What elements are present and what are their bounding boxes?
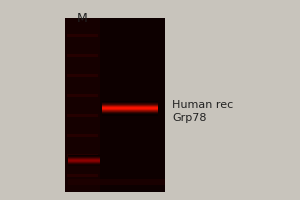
Bar [102,107,158,108]
Bar [68,162,100,163]
Bar [102,105,158,106]
Text: Grp78: Grp78 [172,113,206,123]
Bar [102,101,158,102]
Text: Human rec: Human rec [172,100,233,110]
Bar [68,157,100,158]
Bar [102,110,158,111]
Bar [68,179,165,185]
Bar [67,174,98,177]
Bar [67,54,98,57]
Bar [68,159,100,160]
Bar [68,155,100,156]
Bar [67,134,98,137]
Bar [68,156,100,158]
Bar [68,156,100,157]
Bar [67,114,98,117]
Bar [102,109,158,110]
Bar [102,113,158,114]
Bar [68,163,100,164]
Bar [102,106,158,107]
Bar [67,34,98,37]
Bar [102,108,158,109]
Bar [102,114,158,115]
Bar [102,112,158,113]
Bar [102,103,158,104]
Bar [102,109,158,110]
Bar [102,102,158,103]
Bar [102,111,158,112]
Bar [68,160,100,161]
Bar [65,18,100,192]
Bar [68,161,100,162]
Bar [68,164,100,165]
Bar [102,110,158,111]
Bar [67,94,98,97]
Bar [102,103,158,104]
Bar [102,112,158,113]
Bar [102,105,158,106]
Bar [68,158,100,159]
Bar [102,110,158,111]
Bar [67,74,98,77]
Text: M: M [76,12,87,25]
Bar [65,18,165,192]
Bar [102,104,158,105]
Bar [102,109,158,110]
Bar [68,158,100,160]
Bar [102,115,158,116]
Bar [102,101,158,102]
Bar [102,104,158,105]
Bar [68,160,100,162]
Bar [102,111,158,112]
Bar [68,164,100,166]
Bar [102,108,158,109]
Bar [102,104,158,105]
Bar [102,103,158,104]
Bar [102,114,158,115]
Bar [102,107,158,108]
Bar [102,102,158,103]
Bar [68,162,100,164]
Bar [102,113,158,114]
Bar [67,154,98,157]
Bar [102,102,158,103]
Bar [102,106,158,107]
